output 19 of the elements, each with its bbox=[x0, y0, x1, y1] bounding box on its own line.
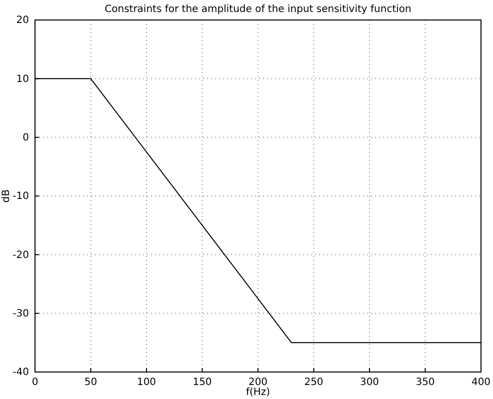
y-tick-label: -10 bbox=[12, 191, 29, 202]
y-tick-label: -30 bbox=[12, 308, 29, 320]
y-tick-label: -20 bbox=[12, 250, 29, 261]
y-tick-label: 10 bbox=[16, 74, 29, 85]
y-axis-title: dB bbox=[1, 189, 12, 203]
x-tick-label: 200 bbox=[248, 377, 268, 388]
x-tick-label: 400 bbox=[471, 377, 491, 388]
x-tick-label: 0 bbox=[32, 377, 38, 388]
x-tick-label: 300 bbox=[360, 377, 380, 388]
x-tick-label: 250 bbox=[304, 377, 324, 388]
chart-title: Constraints for the amplitude of the input sensitivity function bbox=[104, 4, 412, 15]
x-axis-title: f(Hz) bbox=[246, 387, 270, 398]
y-tick-label: 0 bbox=[22, 132, 29, 144]
y-tick-label: -40 bbox=[12, 367, 29, 378]
y-tick-label: 20 bbox=[16, 15, 29, 26]
x-tick-label: 350 bbox=[416, 377, 435, 388]
x-tick-label: 100 bbox=[136, 377, 156, 388]
x-tick-label: 150 bbox=[192, 377, 212, 388]
x-tick-label: 50 bbox=[84, 377, 98, 388]
